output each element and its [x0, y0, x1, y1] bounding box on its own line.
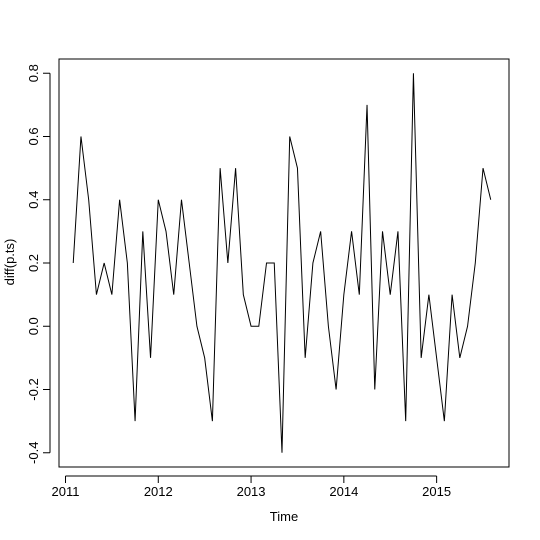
x-tick-label: 2015 [422, 484, 451, 499]
x-tick-label: 2012 [144, 484, 173, 499]
y-tick-label: 0.4 [26, 191, 41, 209]
x-tick-label: 2014 [329, 484, 358, 499]
y-tick-label: 0.6 [26, 127, 41, 145]
y-axis-title: diff(p.ts) [2, 239, 17, 286]
x-axis: 2011 2012 2013 2014 2015 [52, 475, 451, 499]
plot-frame [58, 58, 510, 468]
y-tick-label: -0.4 [26, 442, 41, 464]
y-axis: -0.4 -0.2 0.0 0.2 0.4 0.6 0.8 [26, 64, 51, 464]
y-tick-label: 0.8 [26, 64, 41, 82]
y-tick-label: 0.0 [26, 317, 41, 335]
series-line [72, 73, 492, 453]
x-tick-label: 2013 [237, 484, 266, 499]
x-tick-label: 2011 [52, 484, 80, 499]
x-axis-title: Time [270, 509, 298, 524]
y-tick-label: -0.2 [26, 378, 41, 400]
y-tick-label: 0.2 [26, 254, 41, 272]
